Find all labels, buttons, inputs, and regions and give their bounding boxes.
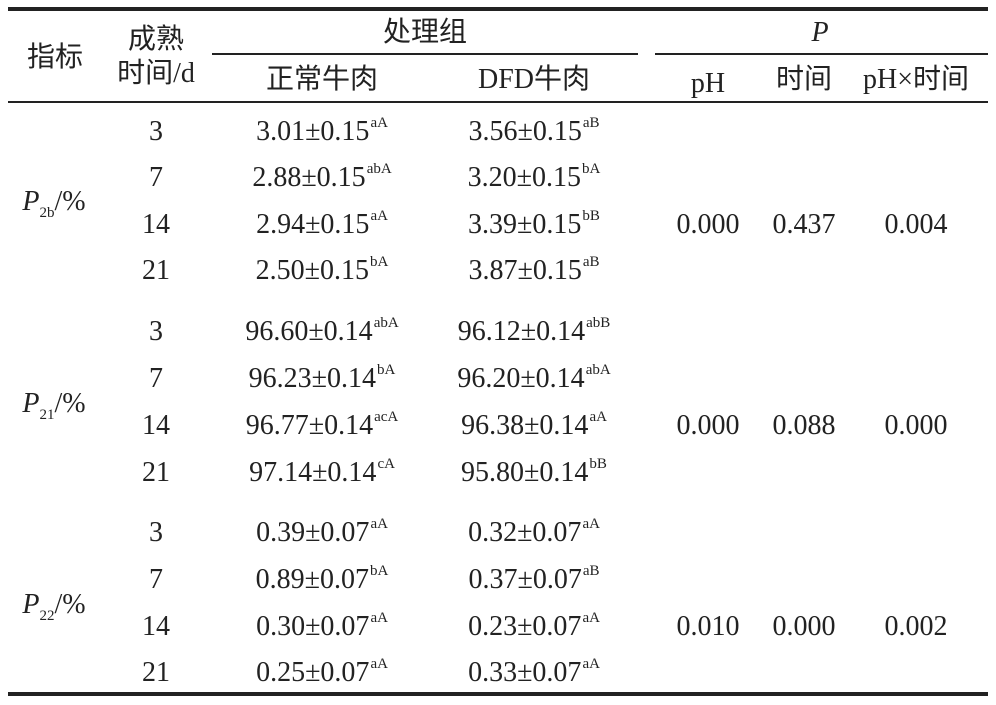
- normal-beef-value: 96.77±0.14acA: [245, 409, 399, 441]
- p-interaction-value: 0.000: [884, 410, 948, 441]
- p-ph-value: 0.000: [676, 209, 740, 240]
- dfd-beef-value: 3.39±0.15bB: [468, 208, 600, 240]
- time-cell: 3: [149, 316, 163, 347]
- dfd-beef-value: 0.37±0.07aB: [468, 563, 600, 595]
- header-ripening-time-line2: 时间/d: [117, 58, 195, 89]
- time-cell: 21: [142, 457, 170, 488]
- normal-beef-value: 97.14±0.14cA: [249, 456, 395, 488]
- p-time-value: 0.437: [772, 209, 836, 240]
- header-indicator: 指标: [26, 42, 84, 73]
- p-time-value: 0.000: [772, 611, 836, 642]
- header-p-ph: pH: [690, 68, 726, 99]
- top-rule: [8, 7, 988, 11]
- p-interaction-value: 0.004: [884, 209, 948, 240]
- header-treatment-group: 处理组: [382, 17, 468, 48]
- normal-beef-value: 0.30±0.07aA: [256, 610, 388, 642]
- header-dfd-beef: DFD牛肉: [477, 64, 591, 95]
- dfd-beef-value: 0.32±0.07aA: [468, 516, 600, 548]
- dfd-beef-value: 96.20±0.14abA: [457, 362, 611, 394]
- header-normal-beef: 正常牛肉: [265, 64, 379, 95]
- bottom-rule: [8, 692, 988, 696]
- dfd-beef-value: 96.12±0.14abB: [457, 315, 611, 347]
- normal-beef-value: 2.88±0.15abA: [252, 161, 392, 193]
- p-value-rule: [655, 53, 988, 55]
- time-cell: 14: [142, 410, 170, 441]
- dfd-beef-value: 3.87±0.15aB: [468, 254, 600, 286]
- dfd-beef-value: 0.23±0.07aA: [468, 610, 600, 642]
- dfd-beef-value: 95.80±0.14bB: [461, 456, 607, 488]
- normal-beef-value: 0.25±0.07aA: [256, 656, 388, 688]
- time-cell: 3: [149, 116, 163, 147]
- p-ph-value: 0.000: [676, 410, 740, 441]
- header-ripening-time-line1: 成熟: [127, 24, 185, 55]
- time-cell: 14: [142, 611, 170, 642]
- indicator-label: P21/%: [22, 388, 86, 423]
- time-cell: 3: [149, 517, 163, 548]
- normal-beef-value: 96.60±0.14abA: [245, 315, 399, 347]
- dfd-beef-value: 3.20±0.15bA: [467, 161, 601, 193]
- indicator-label: P22/%: [22, 589, 86, 624]
- dfd-beef-value: 3.56±0.15aB: [468, 115, 600, 147]
- header-p-value: P: [811, 17, 829, 48]
- normal-beef-value: 2.94±0.15aA: [256, 208, 388, 240]
- time-cell: 7: [149, 363, 163, 394]
- p-interaction-value: 0.002: [884, 611, 948, 642]
- normal-beef-value: 3.01±0.15aA: [256, 115, 388, 147]
- normal-beef-value: 2.50±0.15bA: [255, 254, 389, 286]
- normal-beef-value: 0.89±0.07bA: [255, 563, 389, 595]
- time-cell: 21: [142, 657, 170, 688]
- time-cell: 21: [142, 255, 170, 286]
- time-cell: 14: [142, 209, 170, 240]
- p-time-value: 0.088: [772, 410, 836, 441]
- p-ph-value: 0.010: [676, 611, 740, 642]
- normal-beef-value: 0.39±0.07aA: [256, 516, 388, 548]
- dfd-beef-value: 96.38±0.14aA: [461, 409, 607, 441]
- header-p-time: 时间: [775, 64, 833, 95]
- time-cell: 7: [149, 162, 163, 193]
- normal-beef-value: 96.23±0.14bA: [248, 362, 396, 394]
- time-cell: 7: [149, 564, 163, 595]
- header-p-interaction: pH×时间: [862, 64, 970, 95]
- indicator-label: P2b/%: [22, 186, 86, 221]
- treatment-group-rule: [212, 53, 638, 55]
- header-bottom-rule: [8, 101, 988, 103]
- dfd-beef-value: 0.33±0.07aA: [468, 656, 600, 688]
